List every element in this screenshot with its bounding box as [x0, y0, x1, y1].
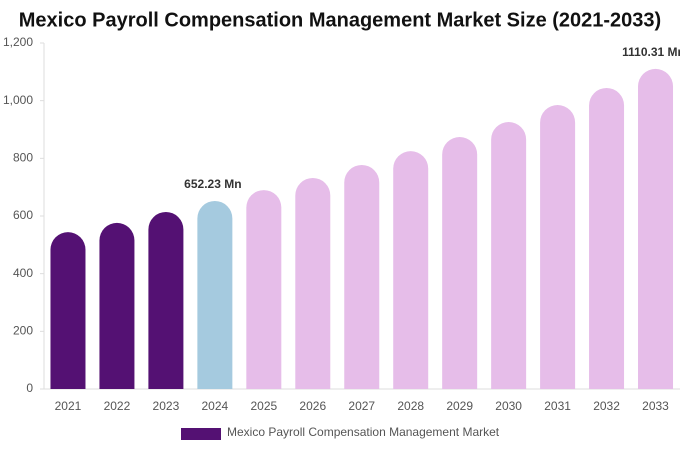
y-tick-label: 200	[13, 324, 33, 338]
legend-label: Mexico Payroll Compensation Management M…	[227, 425, 500, 439]
x-tick-label: 2030	[495, 399, 522, 413]
bar	[442, 136, 478, 389]
x-tick-label: 2033	[642, 399, 669, 413]
x-tick-label: 2024	[202, 399, 229, 413]
y-tick-label: 400	[13, 266, 33, 280]
bar	[540, 104, 576, 389]
bar	[295, 177, 331, 389]
bar	[491, 122, 527, 389]
bar	[246, 190, 282, 389]
x-tick-label: 2021	[55, 399, 82, 413]
legend-swatch	[181, 428, 221, 440]
y-tick-label: 1,200	[3, 35, 33, 49]
x-tick-label: 2027	[348, 399, 375, 413]
x-tick-label: 2025	[250, 399, 277, 413]
bar	[197, 200, 233, 389]
y-tick-label: 800	[13, 151, 33, 165]
x-tick-label: 2031	[544, 399, 571, 413]
bar	[99, 222, 135, 389]
bar	[638, 68, 674, 389]
y-tick-label: 600	[13, 208, 33, 222]
y-tick-label: 1,000	[3, 93, 33, 107]
x-tick-label: 2023	[153, 399, 180, 413]
x-tick-label: 2022	[104, 399, 131, 413]
data-label: 1110.31 Mn	[622, 45, 680, 59]
x-tick-label: 2026	[299, 399, 326, 413]
data-label: 652.23 Mn	[184, 177, 241, 191]
bar	[148, 211, 184, 389]
x-tick-label: 2028	[397, 399, 424, 413]
y-tick-label: 0	[26, 381, 33, 395]
bar	[344, 164, 380, 389]
x-tick-label: 2032	[593, 399, 620, 413]
bar	[50, 232, 86, 389]
bar	[393, 151, 429, 389]
bar	[589, 87, 625, 389]
x-tick-label: 2029	[446, 399, 473, 413]
chart-title: Mexico Payroll Compensation Management M…	[19, 9, 661, 31]
